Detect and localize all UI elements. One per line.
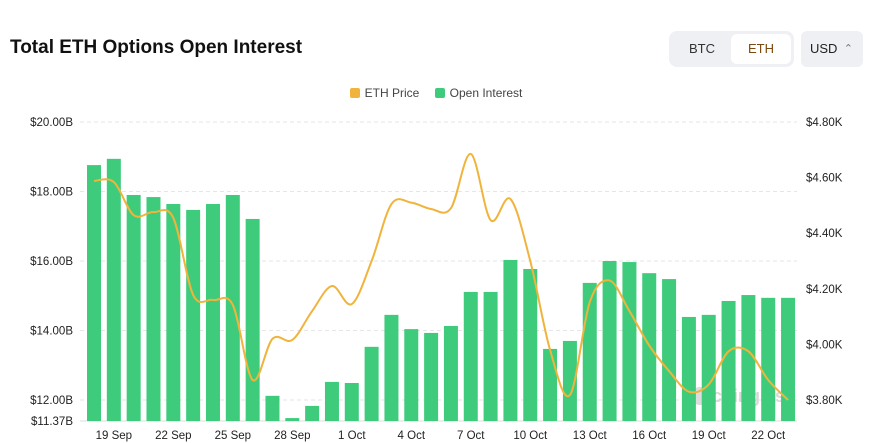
bar-open-interest xyxy=(523,268,538,421)
legend-swatch-oi xyxy=(434,88,445,98)
currency-select[interactable]: USD ⌃ xyxy=(801,31,863,67)
bar-open-interest xyxy=(324,381,339,421)
bar-open-interest xyxy=(503,259,518,421)
bar-open-interest xyxy=(384,314,399,421)
y-right-tick-label: $4.80K xyxy=(806,117,843,129)
y-left-tick-label: $16.00B xyxy=(30,256,73,268)
bar-open-interest xyxy=(106,158,121,421)
asset-toggle: BTC ETH xyxy=(669,31,794,67)
x-tick-label: 19 Sep xyxy=(96,430,132,442)
y-left-min-label: $11.37B xyxy=(31,416,73,428)
y-right-tick-label: $4.40K xyxy=(806,228,843,240)
bar-open-interest xyxy=(305,405,320,421)
bar-open-interest xyxy=(186,209,201,421)
bar-open-interest xyxy=(662,279,677,421)
x-tick-label: 10 Oct xyxy=(513,430,548,442)
x-tick-label: 22 Sep xyxy=(155,430,191,442)
y-right-tick-label: $4.00K xyxy=(806,339,843,351)
bar-open-interest xyxy=(404,329,419,421)
legend-eth-price[interactable]: ETH Price xyxy=(349,86,420,100)
bar-open-interest xyxy=(543,348,558,421)
y-left-tick-label: $12.00B xyxy=(30,395,73,407)
bar-open-interest xyxy=(166,204,181,421)
y-right-tick-label: $3.80K xyxy=(806,395,843,407)
y-left-tick-label: $14.00B xyxy=(30,326,73,338)
x-tick-label: 13 Oct xyxy=(573,430,608,442)
bar-open-interest xyxy=(721,300,736,421)
bar-open-interest xyxy=(761,297,776,421)
bar-open-interest xyxy=(681,316,696,421)
bar-open-interest xyxy=(424,332,439,421)
currency-value: USD xyxy=(810,41,838,56)
x-tick-label: 19 Oct xyxy=(692,430,727,442)
x-tick-label: 22 Oct xyxy=(751,430,786,442)
bar-open-interest xyxy=(483,291,498,421)
legend-label: ETH Price xyxy=(364,86,420,100)
legend: ETH Price Open Interest xyxy=(0,86,872,101)
x-tick-label: 16 Oct xyxy=(632,430,667,442)
bar-open-interest xyxy=(463,291,478,421)
x-tick-label: 28 Sep xyxy=(274,430,310,442)
y-right-tick-label: $4.20K xyxy=(806,284,843,296)
bar-open-interest xyxy=(126,194,141,421)
bar-open-interest xyxy=(602,261,617,421)
y-left-tick-label: $20.00B xyxy=(30,117,73,129)
btc-button[interactable]: BTC xyxy=(689,41,715,56)
bar-open-interest xyxy=(225,194,240,421)
bar-open-interest xyxy=(285,418,300,421)
bar-open-interest xyxy=(344,382,359,421)
page-title: Total ETH Options Open Interest xyxy=(10,37,303,58)
y-left-tick-label: $18.00B xyxy=(30,187,73,199)
legend-label: Open Interest xyxy=(449,86,523,100)
x-tick-label: 1 Oct xyxy=(338,430,366,442)
bar-open-interest xyxy=(622,262,637,421)
bar-open-interest xyxy=(364,346,379,421)
y-right-tick-label: $4.60K xyxy=(806,173,843,185)
legend-open-interest[interactable]: Open Interest xyxy=(434,86,523,100)
bar-open-interest xyxy=(562,340,577,421)
bar-open-interest xyxy=(245,218,260,421)
x-tick-label: 7 Oct xyxy=(457,430,485,442)
bar-open-interest xyxy=(701,314,716,421)
bar-open-interest xyxy=(781,297,796,421)
legend-swatch-price xyxy=(349,88,360,98)
bar-open-interest xyxy=(741,295,756,421)
bar-open-interest xyxy=(265,395,280,421)
bar-open-interest xyxy=(87,165,101,421)
x-tick-label: 25 Sep xyxy=(215,430,251,442)
eth-button[interactable]: ETH xyxy=(731,34,791,64)
bar-open-interest xyxy=(443,325,458,421)
x-tick-label: 4 Oct xyxy=(398,430,426,442)
chevron-updown-icon: ⌃ xyxy=(843,43,853,55)
bar-open-interest xyxy=(146,197,161,421)
bar-open-interest xyxy=(205,204,220,421)
